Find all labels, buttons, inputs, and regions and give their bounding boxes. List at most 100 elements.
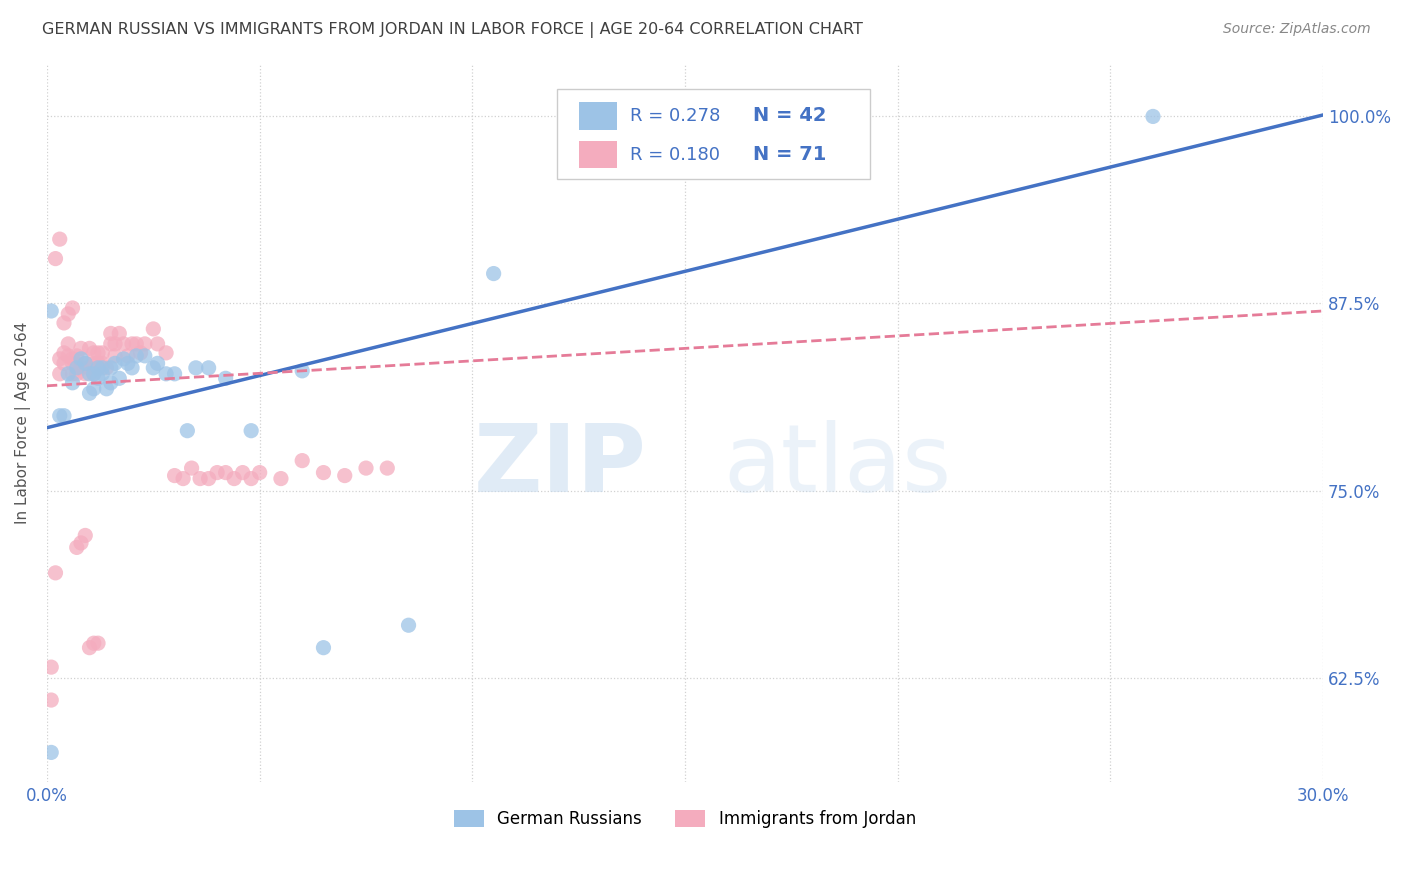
- Point: [48, 409, 70, 423]
- Point: [75, 528, 97, 542]
- Point: [184, 360, 207, 375]
- Point: [176, 424, 198, 438]
- Text: R = 0.180: R = 0.180: [630, 145, 720, 164]
- Point: [91, 356, 114, 370]
- Text: atlas: atlas: [723, 420, 952, 512]
- Point: [112, 337, 135, 351]
- Point: [75, 356, 97, 370]
- Point: [333, 468, 356, 483]
- Point: [83, 636, 105, 650]
- Point: [53, 316, 76, 330]
- Point: [104, 356, 127, 370]
- Point: [70, 536, 93, 550]
- Point: [87, 371, 110, 385]
- Text: ZIP: ZIP: [474, 420, 647, 512]
- Point: [83, 367, 105, 381]
- Point: [79, 342, 101, 356]
- Text: Source: ZipAtlas.com: Source: ZipAtlas.com: [1223, 22, 1371, 37]
- Point: [79, 640, 101, 655]
- Point: [172, 472, 194, 486]
- Point: [83, 382, 105, 396]
- Text: N = 71: N = 71: [752, 145, 827, 164]
- Point: [108, 326, 131, 341]
- Point: [240, 472, 263, 486]
- Point: [312, 466, 335, 480]
- Point: [87, 346, 110, 360]
- Point: [66, 360, 89, 375]
- Point: [66, 541, 89, 555]
- Point: [100, 360, 122, 375]
- Point: [125, 349, 148, 363]
- Text: N = 42: N = 42: [752, 106, 827, 126]
- Point: [87, 636, 110, 650]
- Point: [146, 356, 169, 370]
- Point: [91, 346, 114, 360]
- Point: [134, 337, 156, 351]
- Point: [375, 461, 398, 475]
- Point: [249, 466, 271, 480]
- Point: [224, 472, 246, 486]
- Point: [117, 356, 139, 370]
- Point: [121, 360, 143, 375]
- Point: [197, 360, 219, 375]
- Point: [58, 349, 80, 363]
- Point: [155, 367, 177, 381]
- Point: [146, 337, 169, 351]
- Point: [62, 351, 84, 366]
- Point: [100, 337, 122, 351]
- Point: [48, 232, 70, 246]
- Point: [134, 349, 156, 363]
- Point: [58, 307, 80, 321]
- Point: [62, 301, 84, 315]
- Point: [240, 424, 263, 438]
- Point: [112, 351, 135, 366]
- Point: [87, 356, 110, 370]
- Point: [48, 367, 70, 381]
- Point: [104, 349, 127, 363]
- FancyBboxPatch shape: [557, 89, 870, 179]
- Point: [39, 304, 62, 318]
- Point: [66, 367, 89, 381]
- Point: [354, 461, 377, 475]
- Point: [100, 326, 122, 341]
- Point: [205, 466, 228, 480]
- Point: [53, 346, 76, 360]
- Point: [83, 346, 105, 360]
- Point: [312, 640, 335, 655]
- Point: [44, 252, 66, 266]
- Point: [121, 337, 143, 351]
- Point: [291, 453, 314, 467]
- Point: [695, 157, 717, 171]
- Point: [197, 472, 219, 486]
- Point: [180, 461, 202, 475]
- Text: R = 0.278: R = 0.278: [630, 107, 720, 125]
- Point: [79, 386, 101, 401]
- Point: [91, 367, 114, 381]
- Point: [129, 346, 152, 360]
- Legend: German Russians, Immigrants from Jordan: German Russians, Immigrants from Jordan: [447, 804, 922, 835]
- Point: [62, 356, 84, 370]
- Point: [70, 351, 93, 366]
- Point: [214, 371, 236, 385]
- Point: [39, 746, 62, 760]
- Point: [58, 337, 80, 351]
- Point: [62, 367, 84, 381]
- Point: [108, 371, 131, 385]
- Point: [155, 346, 177, 360]
- Point: [66, 349, 89, 363]
- Point: [39, 660, 62, 674]
- Point: [53, 409, 76, 423]
- Point: [142, 322, 165, 336]
- Point: [75, 367, 97, 381]
- Point: [44, 566, 66, 580]
- Point: [79, 367, 101, 381]
- Point: [62, 376, 84, 390]
- Point: [39, 693, 62, 707]
- Point: [96, 360, 118, 375]
- Point: [70, 360, 93, 375]
- FancyBboxPatch shape: [579, 141, 617, 169]
- Point: [83, 356, 105, 370]
- Point: [142, 360, 165, 375]
- Point: [87, 360, 110, 375]
- Point: [214, 466, 236, 480]
